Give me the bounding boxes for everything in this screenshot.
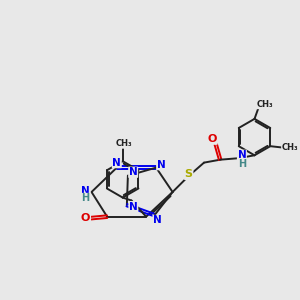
Text: CH₃: CH₃: [282, 143, 298, 152]
Text: N: N: [81, 185, 90, 196]
Text: N: N: [129, 167, 137, 177]
Text: H: H: [238, 158, 246, 169]
Text: O: O: [208, 134, 217, 144]
Text: CH₃: CH₃: [257, 100, 274, 109]
Text: H: H: [82, 194, 90, 203]
Text: N: N: [238, 150, 246, 160]
Text: N: N: [157, 160, 166, 170]
Text: S: S: [185, 169, 193, 179]
Text: N: N: [112, 158, 121, 168]
Text: N: N: [153, 215, 162, 226]
Text: CH₃: CH₃: [115, 139, 132, 148]
Text: N: N: [129, 202, 138, 212]
Text: O: O: [81, 213, 90, 223]
